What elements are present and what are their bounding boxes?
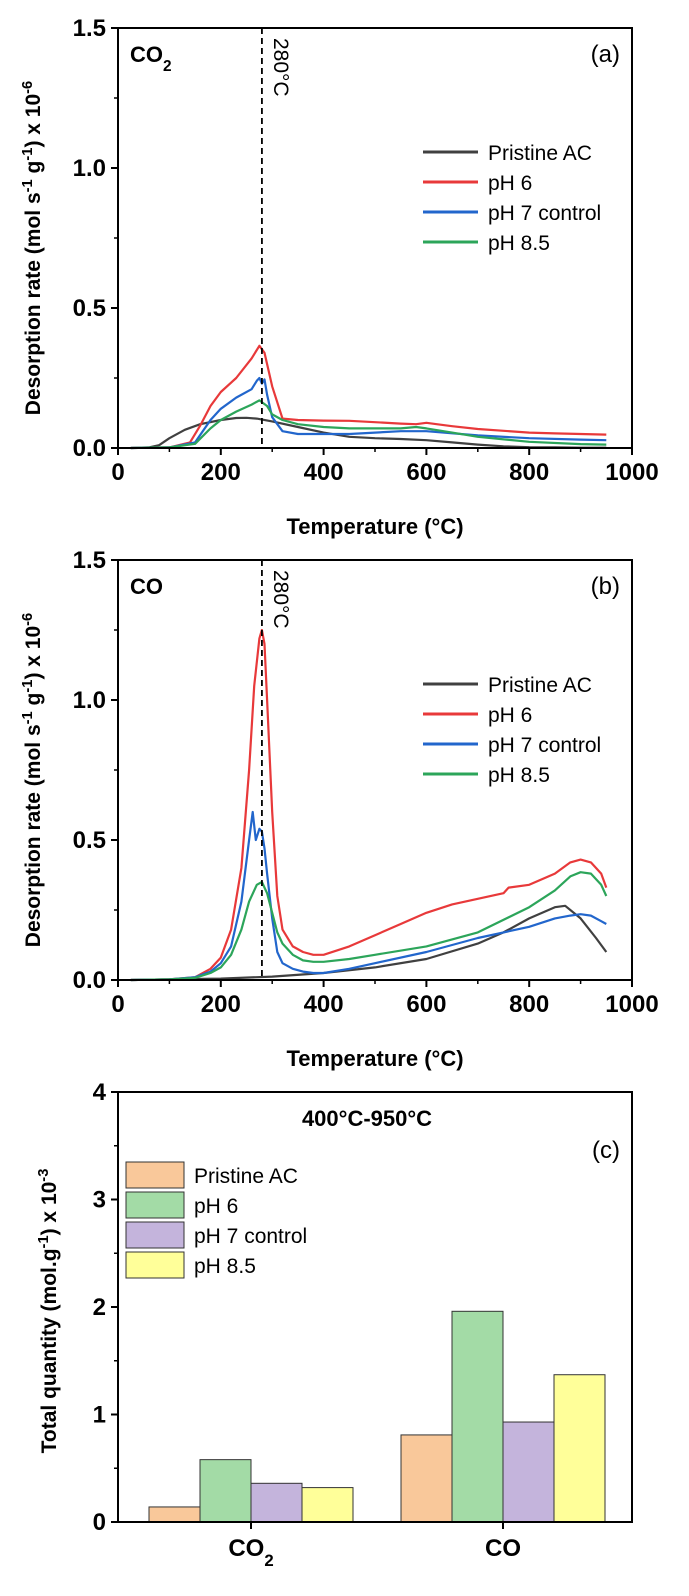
plot-frame [117, 559, 633, 981]
y-tick-label: 0.5 [73, 827, 106, 854]
y-tick-label: 1.0 [73, 155, 106, 182]
legend-label: pH 6 [194, 1195, 238, 1218]
y-axis-label: Desorption rate (mol s-1 g-1) x 10-6 [20, 81, 45, 415]
legend-label: pH 8.5 [488, 764, 550, 787]
legend-label: Pristine AC [488, 142, 592, 165]
series-line-pristine-ac [130, 416, 607, 450]
x-tick-label: 1000 [605, 991, 658, 1018]
reference-line-label: 280°C [269, 38, 292, 97]
chart-title: 400°C-950°C [302, 1106, 432, 1131]
legend-label: pH 8.5 [194, 1255, 256, 1278]
legend-swatch [125, 1251, 185, 1279]
y-tick-label: 1.5 [73, 547, 106, 574]
legend-swatch [125, 1191, 185, 1219]
series-line-ph-8-5 [130, 871, 608, 982]
x-category-label: CO2 [228, 1535, 273, 1570]
reference-line-label: 280°C [269, 570, 292, 629]
y-tick-label: 1.5 [73, 15, 106, 42]
panel-label: (a) [591, 41, 620, 68]
legend-label: pH 6 [488, 704, 532, 727]
bar-ph-7-control-co [502, 1421, 555, 1523]
x-tick-label: 800 [509, 459, 549, 486]
legend-label: pH 6 [488, 172, 532, 195]
legend-label: pH 7 control [194, 1225, 307, 1248]
series-line-pristine-ac [130, 904, 608, 982]
x-tick-label: 400 [304, 991, 344, 1018]
bar-ph-6-co [451, 1310, 504, 1523]
x-tick-label: 800 [509, 991, 549, 1018]
panel-a: 280°C 0 200 400 600 800 1000 0.0 0.5 1.0 1.5 Temper… [20, 15, 659, 539]
series-line-ph-8-5 [130, 399, 607, 450]
y-axis-label: Total quantity (mol.g-1) x 10-3 [36, 1169, 61, 1454]
panel-label: (b) [591, 573, 620, 600]
x-tick-label: 200 [201, 991, 241, 1018]
x-tick-label: 0 [111, 991, 124, 1018]
y-tick-label: 0.0 [73, 967, 106, 994]
x-tick-label: 600 [406, 991, 446, 1018]
legend-label: Pristine AC [488, 674, 592, 697]
y-tick-label: 4 [93, 1079, 107, 1106]
bar-pristine-ac-co [400, 1434, 453, 1523]
x-tick-label: 200 [201, 459, 241, 486]
x-tick-label: 600 [406, 459, 446, 486]
series-line-ph-6 [130, 628, 608, 982]
bar-ph-6-co2 [199, 1459, 252, 1523]
legend-swatch [125, 1161, 185, 1189]
x-tick-label: 1000 [605, 459, 658, 486]
series-line-ph-6 [130, 344, 607, 450]
bar-ph-7-control-co2 [250, 1482, 303, 1523]
x-axis-label: Temperature (°C) [286, 514, 463, 539]
species-label: CO2 [130, 42, 172, 75]
x-axis-label: Temperature (°C) [286, 1046, 463, 1071]
series-line-ph-7-control [130, 376, 607, 450]
y-tick-label: 0.0 [73, 435, 106, 462]
panel-b: 280°C 0 200 400 600 800 1000 0.0 0.5 1.0 1.5 Temper… [20, 547, 659, 1071]
y-tick-label: 1.0 [73, 687, 106, 714]
bar-pristine-ac-co2 [148, 1506, 201, 1523]
panel-label: (c) [592, 1137, 620, 1164]
y-tick-label: 0.5 [73, 295, 106, 322]
y-tick-label: 2 [93, 1294, 106, 1321]
legend-swatch [125, 1221, 185, 1249]
plot-frame [117, 27, 633, 449]
species-label: CO [130, 574, 163, 599]
series-line-ph-7-control [130, 810, 607, 982]
legend-label: pH 8.5 [488, 232, 550, 255]
legend-label: Pristine AC [194, 1165, 298, 1188]
x-tick-label: 0 [111, 459, 124, 486]
x-category-label: CO [485, 1535, 521, 1562]
bar-ph-8-5-co [553, 1374, 606, 1523]
x-tick-label: 400 [304, 459, 344, 486]
y-axis-label: Desorption rate (mol s-1 g-1) x 10-6 [20, 613, 45, 947]
y-tick-label: 0 [93, 1509, 106, 1536]
bar-ph-8-5-co2 [301, 1487, 354, 1523]
y-tick-label: 3 [93, 1187, 106, 1214]
panel-c: CO2 CO 0 1 2 3 4 Total quantity (mol.g-1) x 10-… [36, 1079, 633, 1570]
legend-label: pH 7 control [488, 202, 601, 225]
y-tick-label: 1 [93, 1402, 106, 1429]
legend-label: pH 7 control [488, 734, 601, 757]
